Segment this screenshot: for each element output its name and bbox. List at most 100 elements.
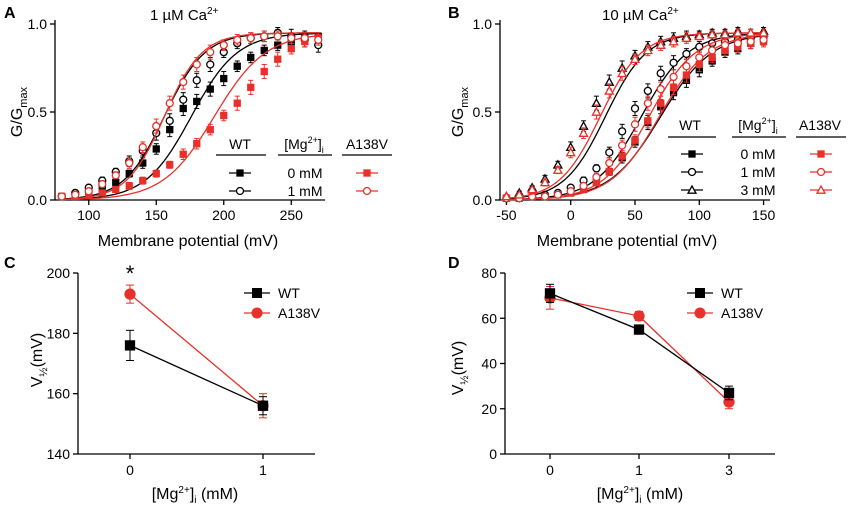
panel-b-data-point — [579, 181, 588, 191]
panel-a-data-point — [193, 97, 201, 106]
panel-b-y-tick-label: 1.0 — [473, 16, 493, 32]
panel-a-data-point — [152, 121, 161, 131]
panel-a-y-tick-label: 0.0 — [28, 192, 48, 208]
panel-b-data-point — [758, 27, 769, 37]
panel-b-xlabel: Membrane potential (mV) — [537, 233, 718, 250]
panel-d-data-point — [544, 288, 556, 299]
panel-b-data-point — [707, 29, 718, 39]
panel-a-data-point — [179, 150, 187, 158]
panel-a-fit-curve — [61, 35, 319, 201]
panel-d-data-point — [633, 324, 645, 335]
panel-a-data-point — [152, 145, 160, 153]
legend-b-row-0mm: 0 mM — [741, 146, 776, 162]
panel-a-data-point — [300, 33, 309, 43]
panel-a-data-point — [274, 55, 282, 63]
panel-c-y-tick-label: 140 — [47, 446, 71, 462]
panel-letter-a: A — [4, 5, 16, 22]
panel-b-data-point — [669, 83, 678, 92]
panel-c-legend: WT A138V — [244, 285, 321, 321]
panel-a-data-point — [314, 35, 323, 44]
panel-a-data-point — [125, 182, 133, 190]
panel-d-x-tick-label: 1 — [635, 462, 643, 478]
panel-c-xlabel: [Mg2+]i (mM) — [152, 485, 239, 506]
panel-b-data-point — [643, 86, 653, 96]
panel-b-data-point — [642, 45, 653, 55]
legend-b-mg-header: [Mg2+]i — [738, 116, 778, 136]
panel-d-xlabel: [Mg2+]i (mM) — [597, 485, 684, 506]
panel-b-data-point — [656, 84, 665, 94]
panel-a-data-point — [206, 48, 215, 57]
panel-a-data-point — [165, 99, 174, 108]
panel-b-x-tick-label: 50 — [627, 207, 643, 223]
panel-a-data-point — [273, 32, 282, 41]
panel-a-data-point — [247, 83, 255, 92]
panel-b-data-point — [591, 106, 602, 116]
panel-a-data-point — [246, 33, 255, 43]
panel-b-data-point — [617, 67, 628, 78]
legend-d-wt-marker — [695, 288, 705, 298]
panel-a-x-tick-label: 100 — [77, 207, 101, 223]
legend-d-mut-label: A138V — [721, 305, 764, 321]
panel-a-data-point — [287, 33, 296, 43]
panel-b-data-point — [668, 36, 679, 46]
legend-b-row-3mm: 3 mM — [741, 182, 776, 198]
panel-b-data-point — [629, 53, 641, 64]
legend-c-mut-label: A138V — [278, 305, 321, 321]
legend-b-wt-0mm-marker — [688, 150, 696, 158]
legend-a-mut-header: A138V — [346, 136, 389, 152]
panel-b-data-point — [746, 37, 755, 46]
panel-b-data-point — [617, 141, 627, 150]
panel-b-data-point — [604, 85, 615, 95]
panel-b-data-point — [617, 127, 627, 136]
panel-b-data-point — [592, 164, 601, 173]
panel-b-data-point — [720, 40, 730, 50]
panel-d-y-tick-label: 80 — [481, 265, 497, 281]
panel-b-plot: -50 0 50 100 150 0.0 0.5 1.0 — [473, 16, 776, 223]
panel-a-data-point — [125, 158, 134, 168]
panel-b-x-tick-label: 100 — [688, 207, 712, 223]
panel-b-data-point — [540, 192, 550, 201]
panel-d-data-point — [633, 310, 645, 322]
panel-letter-b: B — [448, 5, 460, 22]
panel-a-data-point — [139, 176, 147, 185]
panel-c-series-line — [129, 344, 264, 407]
panel-a-x-tick-label: 150 — [145, 207, 169, 223]
panel-d-y-tick-label: 0 — [489, 446, 497, 462]
panel-d-ylabel: V½(mV) — [450, 341, 471, 396]
panel-b-data-point — [527, 184, 538, 194]
panel-b-data-point — [695, 53, 704, 62]
panel-d-plot: 0 1 3 0 20 40 60 80 — [481, 265, 775, 478]
legend-b-mut-0mm-marker — [817, 150, 825, 158]
panel-b-data-point — [657, 99, 665, 107]
panel-b-data-point — [732, 27, 743, 37]
panel-b-x-tick-label: 150 — [752, 207, 776, 223]
legend-b-wt-1mm-marker — [687, 167, 697, 177]
legend-a-mut-1mm-marker — [362, 186, 372, 196]
panel-a-data-point — [233, 35, 242, 44]
panel-a-data-point — [166, 161, 174, 169]
panel-a-data-point — [165, 116, 174, 125]
legend-a-mut-0mm-marker — [363, 169, 371, 177]
legend-b-wt-3mm-marker — [686, 184, 698, 194]
legend-b-mut-1mm-marker — [816, 167, 826, 177]
panel-c-plot: 0 1 140 160 180 200 * — [47, 261, 315, 478]
legend-b-mut-header: A138V — [799, 117, 842, 133]
panel-a-y-tick-label: 1.0 — [28, 16, 48, 32]
panel-a-data-point — [206, 85, 214, 93]
panel-c-y-tick-label: 160 — [47, 386, 71, 402]
panel-a-x-tick-label: 200 — [212, 207, 236, 223]
panel-b-data-point — [643, 99, 653, 108]
panel-c-data-point — [124, 288, 136, 300]
panel-b-data-point — [719, 29, 731, 39]
legend-b-wt-header: WT — [679, 117, 701, 133]
panel-b-data-point — [630, 104, 640, 113]
panel-a-data-point — [192, 76, 201, 85]
panel-b-data-point — [605, 148, 614, 157]
panel-b: 10 µM Ca2+ G/Gmax Membrane potential (mV… — [450, 6, 846, 250]
panel-a-data-point — [179, 77, 188, 87]
panel-b-legend: WT [Mg2+]i A138V 0 mM 1 mM 3 mM — [668, 116, 846, 198]
legend-a-mg-header: [Mg2+]i — [284, 135, 324, 155]
legend-c-mut-marker — [251, 307, 263, 319]
panel-b-title: 10 µM Ca2+ — [602, 6, 679, 24]
panel-b-fit-curve — [506, 33, 764, 201]
